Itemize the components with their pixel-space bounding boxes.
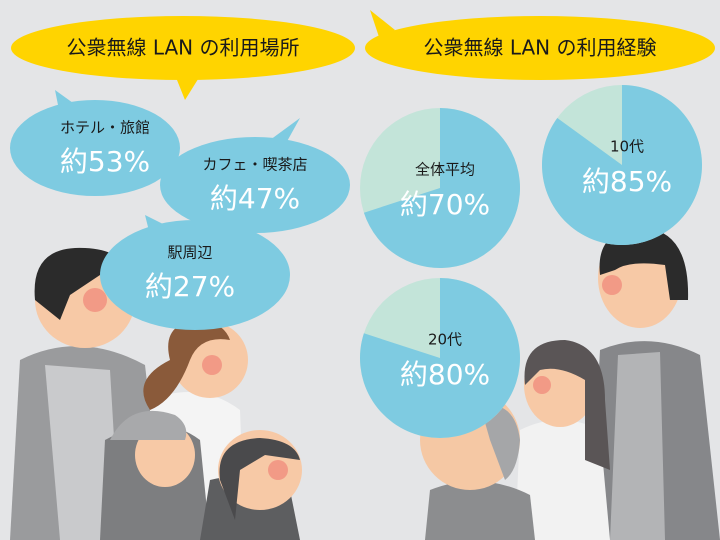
bubble-label: 駅周辺 bbox=[167, 244, 212, 262]
title-bubble bbox=[365, 16, 715, 80]
bubble-value: 約53% bbox=[60, 145, 150, 178]
people-left bbox=[10, 247, 302, 540]
pie-slice bbox=[542, 85, 702, 245]
bubble-label: カフェ・喫茶店 bbox=[202, 156, 307, 174]
pie-value: 約70% bbox=[400, 188, 490, 221]
pie-label: 全体平均 bbox=[415, 161, 475, 179]
pie-value: 約80% bbox=[400, 358, 490, 391]
bubble-value: 約27% bbox=[145, 270, 235, 303]
speech-bubble bbox=[100, 220, 290, 330]
bubble-value: 約47% bbox=[210, 182, 300, 215]
bubble-tail bbox=[270, 118, 300, 145]
pie-slice bbox=[363, 108, 520, 268]
people-right bbox=[420, 228, 720, 540]
left-title: 公衆無線 LAN の利用場所 bbox=[67, 36, 300, 60]
pie-label: 20代 bbox=[428, 331, 462, 349]
pie-label: 10代 bbox=[610, 138, 644, 156]
title-bubble bbox=[11, 16, 355, 80]
right-title: 公衆無線 LAN の利用経験 bbox=[424, 36, 657, 60]
bubble-label: ホテル・旅館 bbox=[60, 119, 150, 137]
pie-value: 約85% bbox=[582, 165, 672, 198]
speech-bubble bbox=[160, 137, 350, 233]
pie-slice bbox=[359, 278, 520, 438]
speech-bubble bbox=[10, 100, 180, 196]
title-tail bbox=[175, 75, 200, 100]
